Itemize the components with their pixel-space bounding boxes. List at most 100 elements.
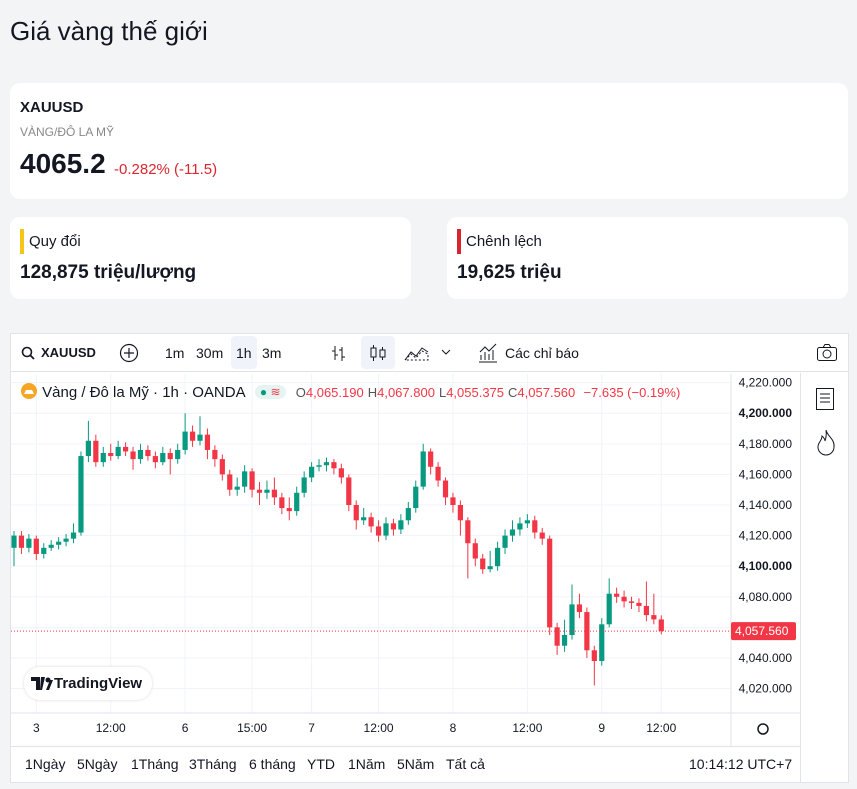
add-icon[interactable] bbox=[119, 343, 139, 363]
candle-body bbox=[167, 453, 173, 460]
indicators-icon[interactable] bbox=[477, 342, 499, 364]
candle-body bbox=[286, 508, 292, 512]
quote-name: VÀNG/ĐÔ LA MỸ bbox=[20, 125, 115, 139]
interval[interactable]: 30m bbox=[196, 345, 224, 361]
candle-body bbox=[517, 523, 523, 530]
candle-body bbox=[509, 529, 516, 536]
candle-body bbox=[56, 541, 62, 545]
candle-body bbox=[398, 520, 404, 530]
legend-value: 4,057.560 bbox=[517, 385, 576, 400]
candle-body bbox=[472, 543, 478, 559]
chart-legend: Vàng / Đô la Mỹ · 1h · OANDA ● ≋ O4,065.… bbox=[20, 382, 684, 401]
range-button[interactable]: YTD bbox=[307, 756, 335, 772]
range-button[interactable]: 5Ngày bbox=[77, 756, 118, 772]
legend-key: H bbox=[367, 385, 378, 400]
candle-body bbox=[547, 538, 553, 628]
candle-body bbox=[204, 434, 211, 450]
candle-body bbox=[294, 492, 300, 512]
candle-body bbox=[405, 508, 411, 521]
range-button[interactable]: 1Năm bbox=[348, 756, 386, 772]
candle-body bbox=[636, 602, 642, 606]
y-tick-label: 4,200.000 bbox=[739, 406, 793, 420]
candle-body bbox=[569, 604, 575, 635]
candle-body bbox=[368, 517, 374, 527]
candle-icon[interactable] bbox=[368, 343, 388, 363]
candle-body bbox=[576, 604, 583, 613]
candle-body bbox=[18, 535, 25, 548]
x-tick-label: 12:00 bbox=[364, 721, 394, 735]
legend-title: Vàng / Đô la Mỹ · 1h · OANDA bbox=[42, 384, 245, 401]
candle-body bbox=[643, 605, 649, 616]
x-tick-label: 15:00 bbox=[237, 721, 267, 735]
interval[interactable]: 1m bbox=[165, 345, 185, 361]
chevron-icon[interactable] bbox=[441, 348, 451, 356]
range-button[interactable]: 1Tháng bbox=[131, 756, 179, 772]
candle-body bbox=[100, 453, 106, 463]
quote-card bbox=[10, 83, 848, 199]
page-title: Giá vàng thế giới bbox=[10, 16, 208, 46]
candle-body bbox=[108, 453, 114, 457]
legend-value: 4,067.800 bbox=[377, 385, 435, 400]
candle-body bbox=[264, 489, 270, 493]
camera-icon[interactable] bbox=[816, 343, 838, 363]
candle-body bbox=[375, 526, 382, 536]
candle-body bbox=[450, 497, 456, 505]
quote-price: 4065.2 bbox=[20, 148, 106, 179]
range-button[interactable]: Tất cả bbox=[446, 756, 485, 772]
candle-body bbox=[599, 624, 605, 661]
hotlist-icon[interactable] bbox=[815, 429, 837, 457]
candle-body bbox=[606, 593, 612, 625]
candle-body bbox=[152, 456, 158, 463]
toolbar-symbol[interactable]: XAUUSD bbox=[41, 345, 96, 360]
last-price-tag bbox=[731, 622, 796, 641]
candle-body bbox=[435, 466, 441, 481]
candle-body bbox=[78, 456, 84, 533]
interval[interactable]: 1h bbox=[236, 345, 252, 361]
y-tick-label: 4,160.000 bbox=[739, 467, 793, 481]
x-tick-label: 3 bbox=[33, 721, 40, 735]
legend-value: 4,055.375 bbox=[446, 385, 505, 400]
chart: 4,220.000 4,200.000 4,180.000 4,160.000 4,14… bbox=[11, 374, 800, 746]
quote-symbol: XAUUSD bbox=[20, 99, 84, 116]
clock: 10:14:12 UTC+7 bbox=[689, 756, 793, 772]
candle-body bbox=[175, 449, 181, 460]
range-button[interactable]: 3Tháng bbox=[189, 756, 237, 772]
card-label: Chênh lệch bbox=[466, 233, 542, 250]
x-tick-label: 9 bbox=[598, 721, 605, 735]
interval-active-bg bbox=[231, 336, 257, 369]
plot-background bbox=[11, 374, 731, 713]
range-button[interactable]: 1Ngày bbox=[25, 756, 66, 772]
tradingview-logo[interactable]: TradingView bbox=[24, 667, 152, 700]
legend-values: O4,065.190 H4,067.800 L4,055.375 C4,057.560 bbox=[296, 384, 580, 401]
x-tick-label: 6 bbox=[182, 721, 189, 735]
area-icon[interactable] bbox=[404, 343, 430, 363]
card-value: 128,875 triệu/lượng bbox=[20, 262, 197, 283]
chart-type-active-bg bbox=[361, 336, 395, 369]
candle-body bbox=[279, 497, 285, 509]
range-button[interactable]: 5Năm bbox=[397, 756, 435, 772]
candle-body bbox=[63, 538, 69, 542]
candle-body bbox=[115, 446, 121, 457]
y-tick-label: 4,180.000 bbox=[739, 437, 793, 451]
candle-body bbox=[242, 471, 248, 487]
market-status: ● ≋ bbox=[254, 385, 286, 399]
candle-body bbox=[271, 489, 277, 498]
legend-key: C bbox=[508, 385, 518, 400]
interval[interactable]: 3m bbox=[262, 345, 282, 361]
card-label: Quy đổi bbox=[29, 233, 81, 250]
candle-body bbox=[212, 449, 218, 460]
indicators-button[interactable]: Các chỉ báo bbox=[505, 345, 579, 361]
toolbar: XAUUSD 1m 30m 1h 3m Các chỉ báo bbox=[11, 334, 848, 372]
range-button[interactable]: 6 tháng bbox=[249, 756, 296, 772]
bar-type-icon[interactable] bbox=[329, 343, 349, 363]
settings-icon[interactable] bbox=[757, 723, 769, 735]
candle-body bbox=[554, 627, 560, 646]
x-tick-label: 8 bbox=[450, 721, 457, 735]
candle-body bbox=[584, 612, 590, 651]
y-tick-label: 4,020.000 bbox=[739, 682, 793, 696]
candle-body bbox=[331, 462, 337, 469]
candle-body bbox=[48, 544, 54, 548]
candle-body bbox=[234, 486, 240, 490]
watchlist-icon[interactable] bbox=[815, 387, 835, 411]
x-tick-label: 7 bbox=[308, 721, 315, 735]
